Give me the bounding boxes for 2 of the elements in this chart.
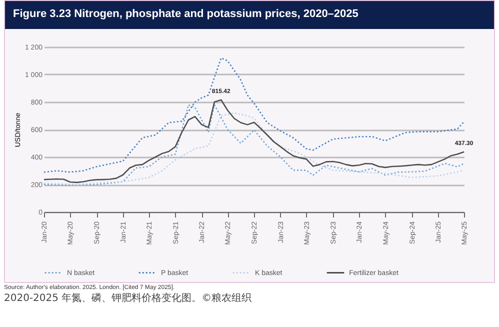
text: 2020-2025 年氮、磷、钾肥料价格变化图。©粮农组织 — [4, 292, 253, 305]
chart-title: Figure 3.23 Nitrogen, phosphate and potassium prices, 2020–2025 — [5, 1, 494, 29]
